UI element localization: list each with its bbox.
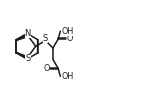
Text: S: S (43, 34, 48, 43)
Text: O: O (43, 64, 49, 73)
Text: OH: OH (61, 72, 73, 81)
Text: O: O (67, 34, 73, 43)
Text: N: N (25, 29, 31, 39)
Text: OH: OH (61, 27, 73, 36)
Text: S: S (26, 54, 31, 63)
